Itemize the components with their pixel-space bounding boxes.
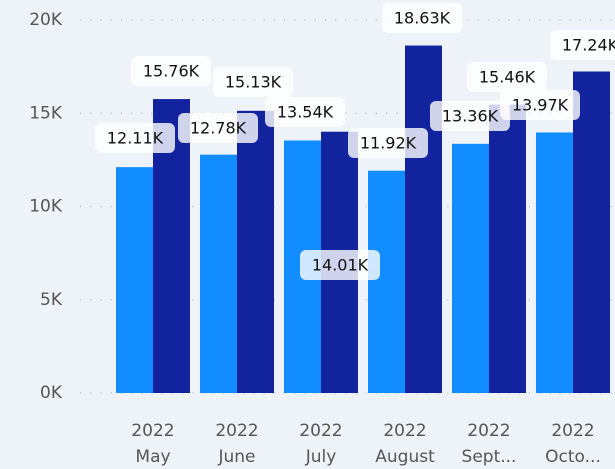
- bar: [536, 132, 573, 393]
- bar: [237, 110, 274, 393]
- y-tick-label: 20K: [29, 10, 63, 30]
- x-tick-label: Sept...: [462, 447, 517, 467]
- y-tick-label: 0K: [40, 383, 63, 403]
- y-tick-label: 5K: [40, 290, 63, 310]
- data-label: 18.63K: [394, 9, 451, 28]
- bar: [200, 154, 237, 393]
- data-label-box: [500, 90, 580, 120]
- y-tick-label: 15K: [29, 103, 63, 123]
- data-label-box: [95, 123, 175, 153]
- bar: [573, 71, 610, 393]
- y-tick-label: 10K: [29, 197, 63, 217]
- data-label: 15.76K: [143, 62, 200, 81]
- data-label: 13.36K: [442, 107, 499, 126]
- data-label-box: [430, 101, 510, 131]
- bar: [368, 170, 405, 393]
- x-tick-label: 2022: [215, 421, 258, 441]
- x-tick-label: Octo...: [545, 447, 601, 467]
- x-tick-label: 2022: [299, 421, 342, 441]
- data-label: 13.97K: [512, 96, 569, 115]
- data-label-box: [178, 113, 258, 143]
- data-label: 13.54K: [277, 103, 334, 122]
- data-label-box: [131, 56, 211, 86]
- x-tick-label: July: [305, 447, 337, 467]
- data-label-box: [265, 97, 345, 127]
- data-label-box: [382, 3, 462, 33]
- x-tick-label: August: [375, 447, 435, 467]
- bar: [116, 167, 153, 393]
- x-tick-label: May: [135, 447, 170, 467]
- bar: [452, 143, 489, 393]
- data-label: 14.01K: [312, 256, 369, 275]
- x-tick-label: 2022: [383, 421, 426, 441]
- data-label-box: [300, 250, 380, 280]
- data-label-box: [213, 67, 293, 97]
- x-tick-label: 2022: [551, 421, 594, 441]
- data-label-box: [550, 30, 615, 60]
- x-tick-label: 2022: [131, 421, 174, 441]
- data-label-box: [467, 62, 547, 92]
- bar: [489, 104, 526, 394]
- data-label: 12.11K: [107, 129, 164, 148]
- data-label-box: [348, 128, 428, 158]
- x-tick-label: June: [217, 447, 255, 467]
- x-tick-label: 2022: [467, 421, 510, 441]
- bar: [405, 45, 442, 393]
- data-label: 12.78K: [190, 119, 247, 138]
- data-label: 15.13K: [225, 73, 282, 92]
- data-label: 15.46K: [479, 68, 536, 87]
- data-label: 17.24K: [562, 36, 615, 55]
- data-label: 11.92K: [360, 134, 417, 153]
